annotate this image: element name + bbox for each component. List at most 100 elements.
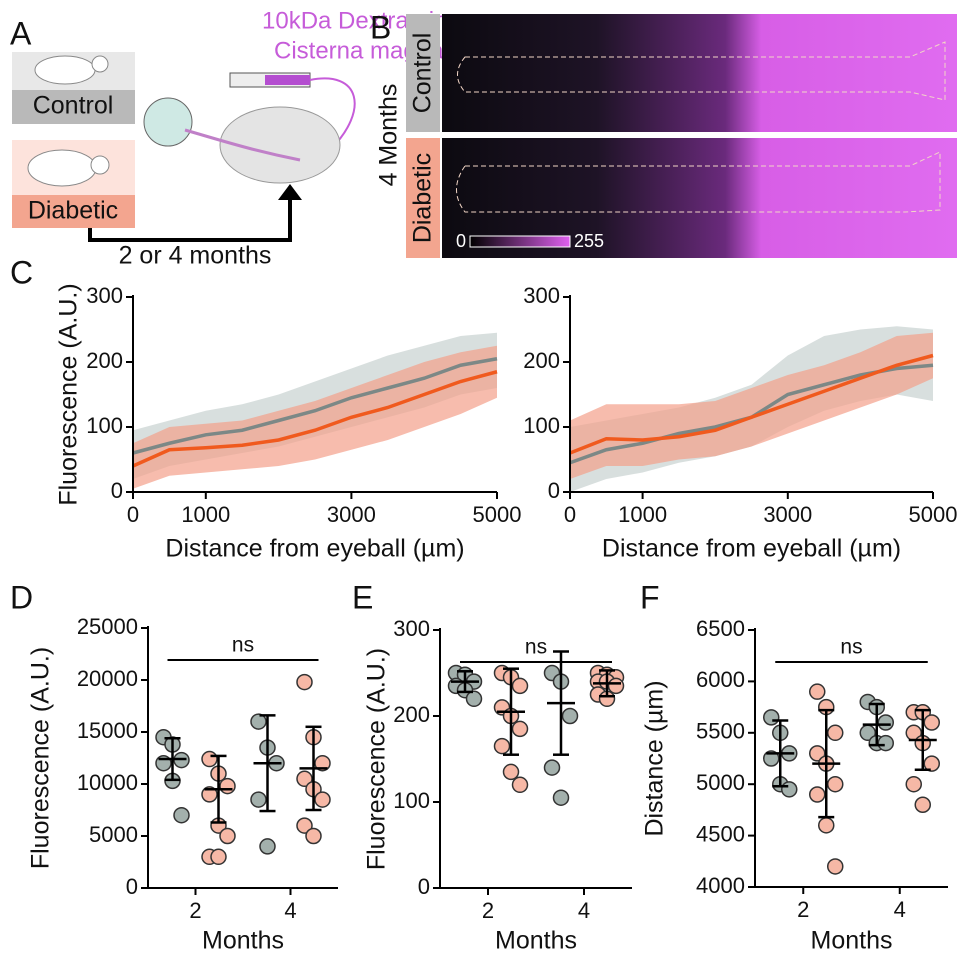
dot <box>511 677 529 695</box>
y-tick-label: 25000 <box>77 614 138 639</box>
x-tick-label: 2 <box>482 898 494 923</box>
y-axis-title: Fluorescence (A.U.) <box>363 648 391 870</box>
mouse <box>34 55 96 85</box>
panel-label: C <box>10 254 33 290</box>
x-tick-label: 4 <box>578 898 590 923</box>
dot <box>502 763 520 781</box>
dot <box>259 838 276 855</box>
x-tick-label: 3000 <box>763 502 812 527</box>
x-tick-label: 5000 <box>909 502 957 527</box>
y-tick-label: 5000 <box>89 822 138 847</box>
dot <box>296 673 313 691</box>
eye <box>143 97 193 147</box>
mouse-body <box>219 106 341 184</box>
dot <box>201 750 218 768</box>
interval-label: 2 or 4 months <box>119 242 272 270</box>
y-tick-label: 0 <box>126 874 138 899</box>
y-tick-label: 100 <box>393 788 430 813</box>
y-tick-label: 10000 <box>77 770 138 795</box>
dot <box>465 690 483 708</box>
group-strip <box>12 195 135 228</box>
syringe-fill <box>265 75 310 85</box>
x-tick-label: 2 <box>189 898 201 923</box>
dot <box>173 806 190 824</box>
arrow <box>88 198 292 242</box>
panel-label: B <box>370 9 391 45</box>
band <box>570 332 933 479</box>
dot <box>219 777 236 795</box>
x-tick-label: 0 <box>127 502 139 527</box>
dot <box>561 707 579 725</box>
dot <box>511 776 529 794</box>
dot <box>827 724 844 742</box>
dot <box>201 786 218 803</box>
dot <box>219 827 236 845</box>
y-tick-label: 6000 <box>696 667 745 692</box>
significance-label: ns <box>525 636 547 659</box>
dot <box>296 770 313 788</box>
y-axis-title: Fluorescence (A.U.) <box>27 647 55 869</box>
dot <box>781 781 798 798</box>
colorbar <box>469 235 571 248</box>
dot <box>914 796 931 814</box>
dot <box>809 786 826 803</box>
optic-nerve <box>184 128 301 162</box>
x-axis-title: Months <box>202 927 284 955</box>
x-axis-title: Months <box>495 927 577 955</box>
panel-label: F <box>640 579 660 615</box>
y-tick-label: 200 <box>86 348 123 373</box>
y-tick-label: 100 <box>523 413 560 438</box>
tube <box>309 77 356 151</box>
image <box>442 14 957 132</box>
dot <box>314 791 331 808</box>
outline <box>457 41 946 101</box>
panel-label: D <box>10 579 33 615</box>
row-label: Control <box>409 33 437 114</box>
timepoint-label: 4 Months <box>375 84 403 187</box>
dot <box>250 713 267 730</box>
y-tick-label: 0 <box>548 478 560 503</box>
dot <box>827 858 844 875</box>
dot <box>250 791 267 808</box>
dot <box>543 759 561 776</box>
dot <box>511 720 529 738</box>
y-tick-label: 6500 <box>696 616 745 641</box>
y-tick-label: 5000 <box>696 770 745 795</box>
y-tick-label: 300 <box>523 283 560 308</box>
y-tick-label: 300 <box>393 616 430 641</box>
x-tick-label: 1000 <box>181 502 230 527</box>
dot <box>763 750 780 767</box>
x-tick-label: 1000 <box>618 502 667 527</box>
x-tick-label: 3000 <box>327 502 376 527</box>
mouse <box>27 149 97 187</box>
group-strip <box>12 90 135 124</box>
x-axis-title: Months <box>811 927 893 955</box>
y-tick-label: 4500 <box>696 821 745 846</box>
x-tick-label: 0 <box>564 502 576 527</box>
dot <box>763 709 780 726</box>
y-tick-label: 0 <box>418 874 430 899</box>
row-label: Diabetic <box>409 153 437 243</box>
y-tick-label: 300 <box>86 283 123 308</box>
dot <box>552 789 570 806</box>
dot <box>314 754 331 772</box>
y-tick-label: 4000 <box>696 873 745 898</box>
dot <box>809 683 826 700</box>
x-axis-title: Distance from eyeball (µm) <box>602 535 901 563</box>
colorbar-label: 0 <box>456 231 466 251</box>
dot <box>877 734 894 752</box>
y-tick-label: 0 <box>111 478 123 503</box>
arrowhead <box>278 184 302 200</box>
dot <box>493 737 511 755</box>
line <box>132 357 498 455</box>
dot <box>809 745 826 762</box>
row-strip <box>406 138 440 258</box>
y-tick-label: 15000 <box>77 718 138 743</box>
panel-label: A <box>10 15 32 51</box>
dot <box>305 827 322 845</box>
outline <box>456 151 941 213</box>
y-tick-label: 20000 <box>77 666 138 691</box>
dot <box>607 677 625 695</box>
y-tick-label: 200 <box>523 348 560 373</box>
